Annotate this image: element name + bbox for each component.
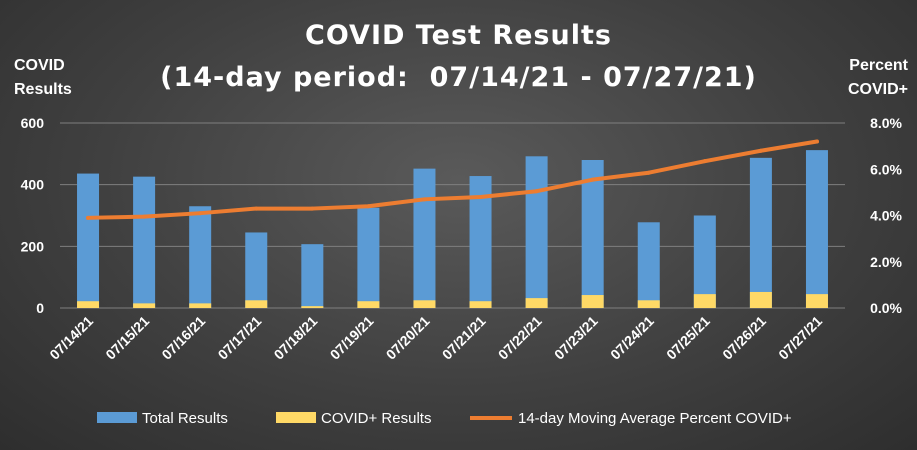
y-axis-right-label-line: Percent bbox=[849, 57, 908, 74]
legend-label-total: Total Results bbox=[142, 410, 228, 427]
y-axis-left-label-line: Results bbox=[14, 81, 72, 98]
y-left-tick-label: 400 bbox=[21, 177, 45, 193]
bar-total-results bbox=[357, 207, 380, 308]
bar-covid-positive bbox=[77, 301, 100, 308]
x-tick-label: 07/16/21 bbox=[158, 313, 208, 363]
line-point bbox=[254, 206, 259, 211]
bar-total-results bbox=[189, 206, 212, 308]
line-point bbox=[86, 215, 91, 220]
line-point bbox=[814, 139, 819, 144]
legend-swatch-total bbox=[97, 412, 137, 423]
x-tick-label: 07/26/21 bbox=[719, 313, 769, 363]
y-right-tick-label: 6.0% bbox=[870, 161, 902, 177]
line-point bbox=[478, 195, 483, 199]
bar-covid-positive bbox=[805, 294, 828, 308]
x-tick-label: 07/14/21 bbox=[46, 313, 96, 363]
y-left-tick-label: 600 bbox=[21, 115, 45, 131]
bar-total-results bbox=[413, 168, 436, 308]
x-tick-label: 07/21/21 bbox=[439, 313, 489, 363]
x-tick-label: 07/15/21 bbox=[102, 313, 152, 363]
x-tick-label: 07/24/21 bbox=[607, 313, 657, 363]
line-point bbox=[310, 206, 315, 211]
x-tick-label: 07/17/21 bbox=[215, 313, 265, 363]
legend-swatch-positive bbox=[276, 412, 316, 423]
bar-covid-positive bbox=[525, 298, 548, 308]
bar-covid-positive bbox=[189, 303, 212, 308]
x-tick-label: 07/22/21 bbox=[495, 313, 545, 363]
chart-subtitle: (14-day period: 07/14/21 - 07/27/21) bbox=[160, 62, 757, 93]
y-right-tick-label: 8.0% bbox=[870, 115, 902, 131]
bar-total-results bbox=[469, 176, 492, 308]
line-point bbox=[534, 189, 539, 194]
x-tick-label: 07/18/21 bbox=[271, 313, 321, 363]
bar-covid-positive bbox=[637, 300, 660, 308]
bar-total-results bbox=[133, 176, 156, 308]
bar-covid-positive bbox=[749, 291, 772, 308]
y-right-tick-label: 2.0% bbox=[870, 254, 902, 270]
line-point bbox=[758, 148, 763, 153]
y-axis-left-label-line: COVID bbox=[14, 57, 65, 74]
line-point bbox=[646, 170, 651, 175]
line-point bbox=[198, 211, 203, 216]
bar-covid-positive bbox=[133, 303, 156, 308]
line-point bbox=[422, 197, 427, 202]
bar-covid-positive bbox=[469, 301, 492, 308]
x-tick-label: 07/20/21 bbox=[383, 313, 433, 363]
x-tick-label: 07/23/21 bbox=[551, 313, 601, 363]
y-right-tick-label: 4.0% bbox=[870, 208, 902, 224]
x-tick-label: 07/19/21 bbox=[327, 313, 377, 363]
y-right-tick-label: 0.0% bbox=[870, 300, 902, 316]
line-moving-average bbox=[86, 139, 819, 220]
x-tick-label: 07/25/21 bbox=[663, 313, 713, 363]
bar-total-results bbox=[581, 160, 604, 308]
x-tick-label: 07/27/21 bbox=[775, 313, 825, 363]
line-point bbox=[590, 177, 595, 182]
line-point bbox=[366, 204, 371, 209]
y-axis-right-label-line: COVID+ bbox=[847, 81, 908, 98]
bar-total-results bbox=[77, 173, 100, 308]
legend-label-average: 14-day Moving Average Percent COVID+ bbox=[518, 410, 792, 427]
bar-covid-positive bbox=[245, 300, 268, 308]
bar-total-results bbox=[245, 232, 268, 308]
bar-covid-positive bbox=[301, 306, 324, 308]
bar-covid-positive bbox=[581, 295, 604, 308]
bar-total-results bbox=[525, 156, 548, 308]
chart-title: COVID Test Results bbox=[305, 20, 612, 51]
bar-covid-positive bbox=[693, 294, 716, 308]
y-left-tick-label: 200 bbox=[21, 238, 45, 254]
y-axis-right-label: Percent COVID+ bbox=[808, 54, 908, 102]
bar-total-results bbox=[301, 244, 324, 308]
legend-label-positive: COVID+ Results bbox=[321, 410, 431, 427]
bar-total-results bbox=[693, 215, 716, 308]
y-left-tick-label: 0 bbox=[36, 300, 44, 316]
bar-total-results bbox=[749, 157, 772, 308]
line-point bbox=[702, 159, 707, 164]
bar-total-results bbox=[805, 150, 828, 308]
line-point bbox=[142, 214, 147, 219]
bar-covid-positive bbox=[357, 301, 380, 308]
y-axis-left-label: COVID Results bbox=[14, 54, 134, 102]
bar-total-results bbox=[637, 222, 660, 308]
bar-covid-positive bbox=[413, 300, 436, 308]
